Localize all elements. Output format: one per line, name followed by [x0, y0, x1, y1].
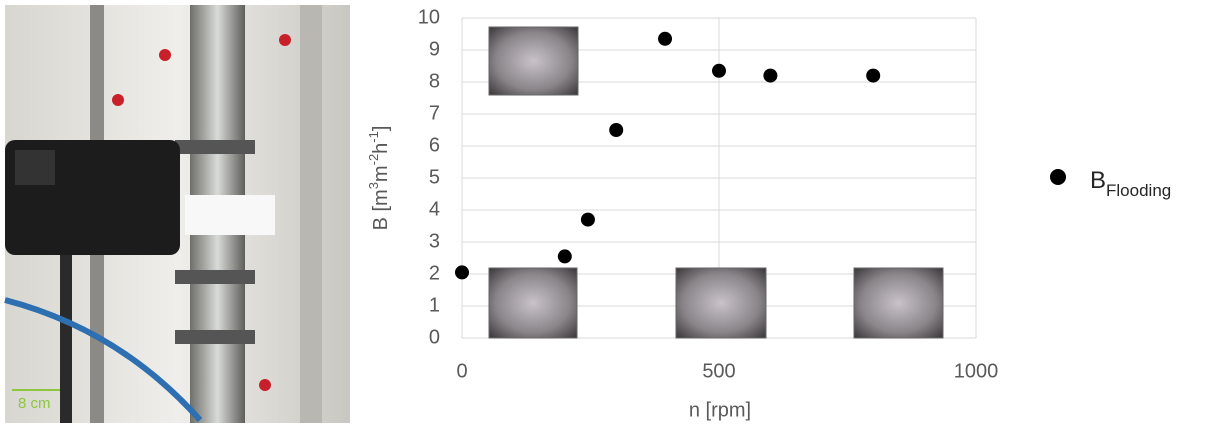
- point: [557, 249, 572, 264]
- y-tick-label: 1: [429, 294, 440, 316]
- y-axis-label-part: B [m: [370, 189, 392, 230]
- point: [712, 63, 726, 78]
- legend-label: BFlooding: [1090, 167, 1171, 200]
- y-tick-label: 0: [429, 326, 440, 348]
- x-tick-label: 0: [456, 360, 467, 382]
- point: [763, 68, 778, 83]
- y-axis-label-part: -2: [366, 154, 381, 166]
- y-tick-label: 5: [429, 166, 440, 188]
- legend-subscript: Flooding: [1106, 181, 1171, 200]
- legend-marker: [1050, 169, 1066, 185]
- insets: [488, 26, 944, 339]
- point: [658, 31, 673, 46]
- y-axis-label-part: m: [370, 165, 392, 182]
- y-axis-label: B [m3m-2h-1]: [366, 126, 392, 231]
- scale-label: 8 cm: [18, 395, 51, 412]
- y-tick-label: 8: [429, 70, 440, 92]
- photo: 8 cm: [4, 5, 350, 423]
- point: [609, 123, 624, 137]
- y-tick-label: 9: [429, 38, 440, 60]
- y-tick-label: 6: [429, 134, 440, 156]
- y-axis-label-part: -1: [366, 131, 381, 143]
- y-axis-label-part: ]: [370, 126, 392, 132]
- x-axis-label: n [rpm]: [689, 399, 751, 421]
- y-tick-label: 4: [429, 198, 440, 220]
- y-axis-label-part: h: [370, 143, 392, 154]
- y-tick-label: 2: [429, 262, 440, 284]
- legend-name: B: [1090, 167, 1106, 194]
- y-tick-label: 7: [429, 102, 440, 124]
- marks-layer: [455, 31, 881, 280]
- x-tick-label: 1000: [954, 360, 999, 382]
- y-axis-label-part: 3: [366, 182, 381, 189]
- x-tick-label: 500: [702, 360, 735, 382]
- y-tick-label: 3: [429, 230, 440, 252]
- y-tick-label: 10: [418, 6, 440, 28]
- point: [455, 265, 469, 280]
- point: [866, 68, 881, 83]
- point: [580, 212, 595, 227]
